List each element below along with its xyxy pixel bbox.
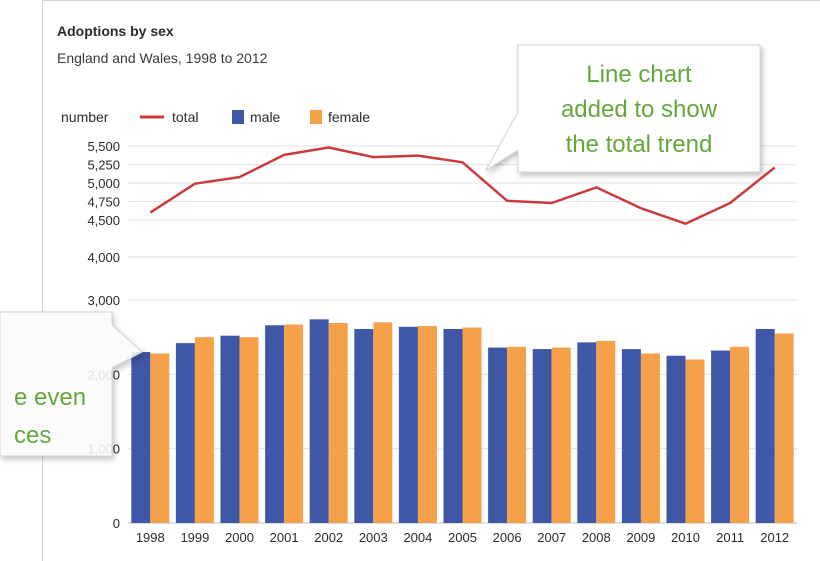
y-tick-label: 5,000 bbox=[87, 176, 120, 191]
x-tick-label: 2011 bbox=[716, 530, 744, 545]
bars bbox=[131, 319, 794, 523]
x-tick-label: 2004 bbox=[403, 530, 432, 545]
y-tick-label: 5,500 bbox=[87, 139, 120, 154]
callout-line-text: Line chart bbox=[586, 61, 692, 88]
bar-male-2005 bbox=[443, 328, 463, 523]
y-axis-label: number bbox=[61, 109, 109, 125]
chart-frame bbox=[42, 0, 820, 561]
bar-male-2012 bbox=[755, 328, 775, 523]
bar-male-2004 bbox=[398, 326, 418, 523]
bar-male-2001 bbox=[265, 325, 285, 523]
bar-male-2010 bbox=[666, 355, 686, 523]
bar-female-2011 bbox=[730, 346, 750, 523]
callouts: Line chart added to show the total trend e … bbox=[0, 44, 761, 457]
bar-female-2008 bbox=[596, 340, 616, 523]
x-tick-label: 2003 bbox=[359, 530, 388, 545]
series-line-total bbox=[149, 146, 776, 225]
callout-box-line bbox=[484, 44, 761, 173]
x-tick-label: 1998 bbox=[136, 530, 165, 545]
x-tick-label: 2006 bbox=[493, 530, 522, 545]
x-tick-label: 2000 bbox=[225, 530, 254, 545]
bar-male-2006 bbox=[488, 347, 508, 523]
x-tick-label: 2010 bbox=[671, 530, 700, 545]
legend-label-total: total bbox=[172, 109, 198, 125]
x-tick-label: 2001 bbox=[270, 530, 299, 545]
bar-male-2002 bbox=[309, 319, 329, 523]
bar-male-2008 bbox=[577, 342, 597, 523]
bar-female-2012 bbox=[774, 333, 794, 523]
legend-swatch-male bbox=[232, 110, 244, 124]
x-tick-label: 2007 bbox=[537, 530, 566, 545]
bar-female-2010 bbox=[685, 359, 705, 523]
x-tick-label: 2009 bbox=[626, 530, 655, 545]
x-tick-label: 2005 bbox=[448, 530, 477, 545]
bar-female-2000 bbox=[239, 337, 259, 523]
y-tick-label: 4,500 bbox=[87, 213, 120, 228]
callout-line-text: the total trend bbox=[566, 131, 713, 158]
x-tick-label: 1999 bbox=[180, 530, 209, 545]
callout-box-bars bbox=[0, 311, 143, 457]
total-line bbox=[149, 146, 776, 225]
bar-female-1999 bbox=[194, 337, 214, 523]
bar-male-2003 bbox=[354, 328, 374, 523]
bar-male-2000 bbox=[220, 335, 240, 523]
chart-title: Adoptions by sex bbox=[57, 23, 174, 39]
y-tick-label: 4,750 bbox=[87, 195, 120, 210]
y-tick-label: 4,000 bbox=[87, 250, 120, 265]
callout-line-text: added to show bbox=[561, 96, 718, 123]
x-tick-label: 2002 bbox=[314, 530, 343, 545]
bar-male-1998 bbox=[131, 352, 151, 523]
y-tick-label: 5,250 bbox=[87, 158, 120, 173]
bar-female-2001 bbox=[284, 324, 304, 523]
x-axis-ticks: 1998 1999 2000 2001 2002 2003 2004 2005 2006 2007… bbox=[136, 530, 789, 545]
chart-subtitle: England and Wales, 1998 to 2012 bbox=[57, 50, 268, 66]
bar-female-2005 bbox=[462, 327, 482, 523]
x-tick-label: 2012 bbox=[760, 530, 789, 545]
bar-female-1998 bbox=[150, 353, 170, 523]
bar-male-2007 bbox=[532, 349, 552, 523]
bar-female-2009 bbox=[640, 353, 660, 523]
bar-female-2004 bbox=[417, 326, 437, 523]
legend-label-female: female bbox=[328, 109, 370, 125]
y-tick-label: 3,000 bbox=[87, 293, 120, 308]
bar-female-2006 bbox=[507, 346, 527, 523]
x-tick-label: 2008 bbox=[582, 530, 611, 545]
bar-male-2011 bbox=[711, 350, 731, 523]
bar-female-2002 bbox=[328, 323, 348, 523]
bar-female-2007 bbox=[551, 347, 571, 523]
y-tick-label: 0 bbox=[113, 516, 120, 531]
legend-label-male: male bbox=[250, 109, 281, 125]
legend-swatch-female bbox=[310, 110, 322, 124]
callout-bars-text: e even bbox=[14, 384, 86, 411]
legend: total male female bbox=[140, 109, 370, 125]
bar-male-2009 bbox=[621, 349, 641, 523]
bar-male-1999 bbox=[175, 343, 195, 523]
bar-female-2003 bbox=[373, 322, 393, 523]
callout-bars-text: ces bbox=[14, 422, 51, 449]
